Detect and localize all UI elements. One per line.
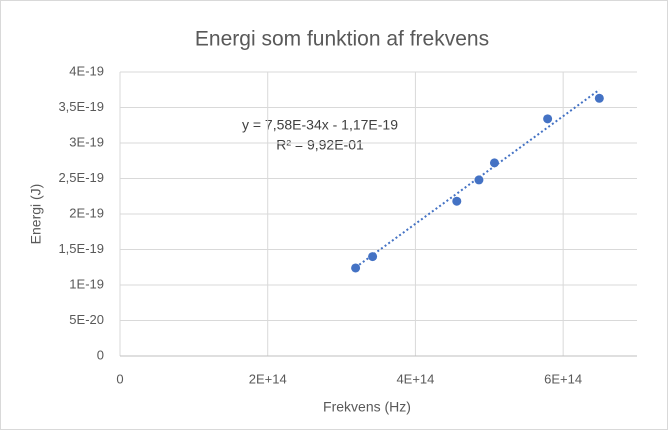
- data-point: [452, 196, 462, 206]
- data-point: [489, 158, 499, 168]
- y-tick-label: 2E-19: [69, 205, 104, 220]
- r-squared: R² = 9,92E-01: [276, 137, 364, 153]
- y-tick-label: 4E-19: [69, 63, 104, 78]
- x-tick-label: 6E+14: [544, 371, 582, 386]
- data-point: [368, 252, 378, 262]
- x-tick-label: 4E+14: [396, 371, 434, 386]
- data-point: [594, 93, 604, 103]
- y-tick-label: 3E-19: [69, 134, 104, 149]
- data-point: [543, 114, 553, 124]
- y-tick-label: 1E-19: [69, 276, 104, 291]
- chart-title: Energi som funktion af frekvens: [195, 28, 489, 51]
- x-tick-label: 2E+14: [249, 371, 287, 386]
- y-tick-label: 3,5E-19: [58, 99, 104, 114]
- y-tick-label: 2,5E-19: [58, 170, 104, 185]
- x-axis-label: Frekvens (Hz): [323, 399, 411, 415]
- trendline-equation: y = 7,58E-34x - 1,17E-19: [242, 117, 398, 133]
- data-point: [474, 175, 484, 185]
- y-axis-label: Energi (J): [28, 184, 44, 245]
- y-tick-label: 5E-20: [69, 312, 104, 327]
- trendline: [355, 88, 600, 269]
- y-tick-label: 1,5E-19: [58, 241, 104, 256]
- y-tick-label: 0: [97, 347, 104, 362]
- data-point: [351, 263, 361, 273]
- x-tick-label: 0: [116, 371, 123, 386]
